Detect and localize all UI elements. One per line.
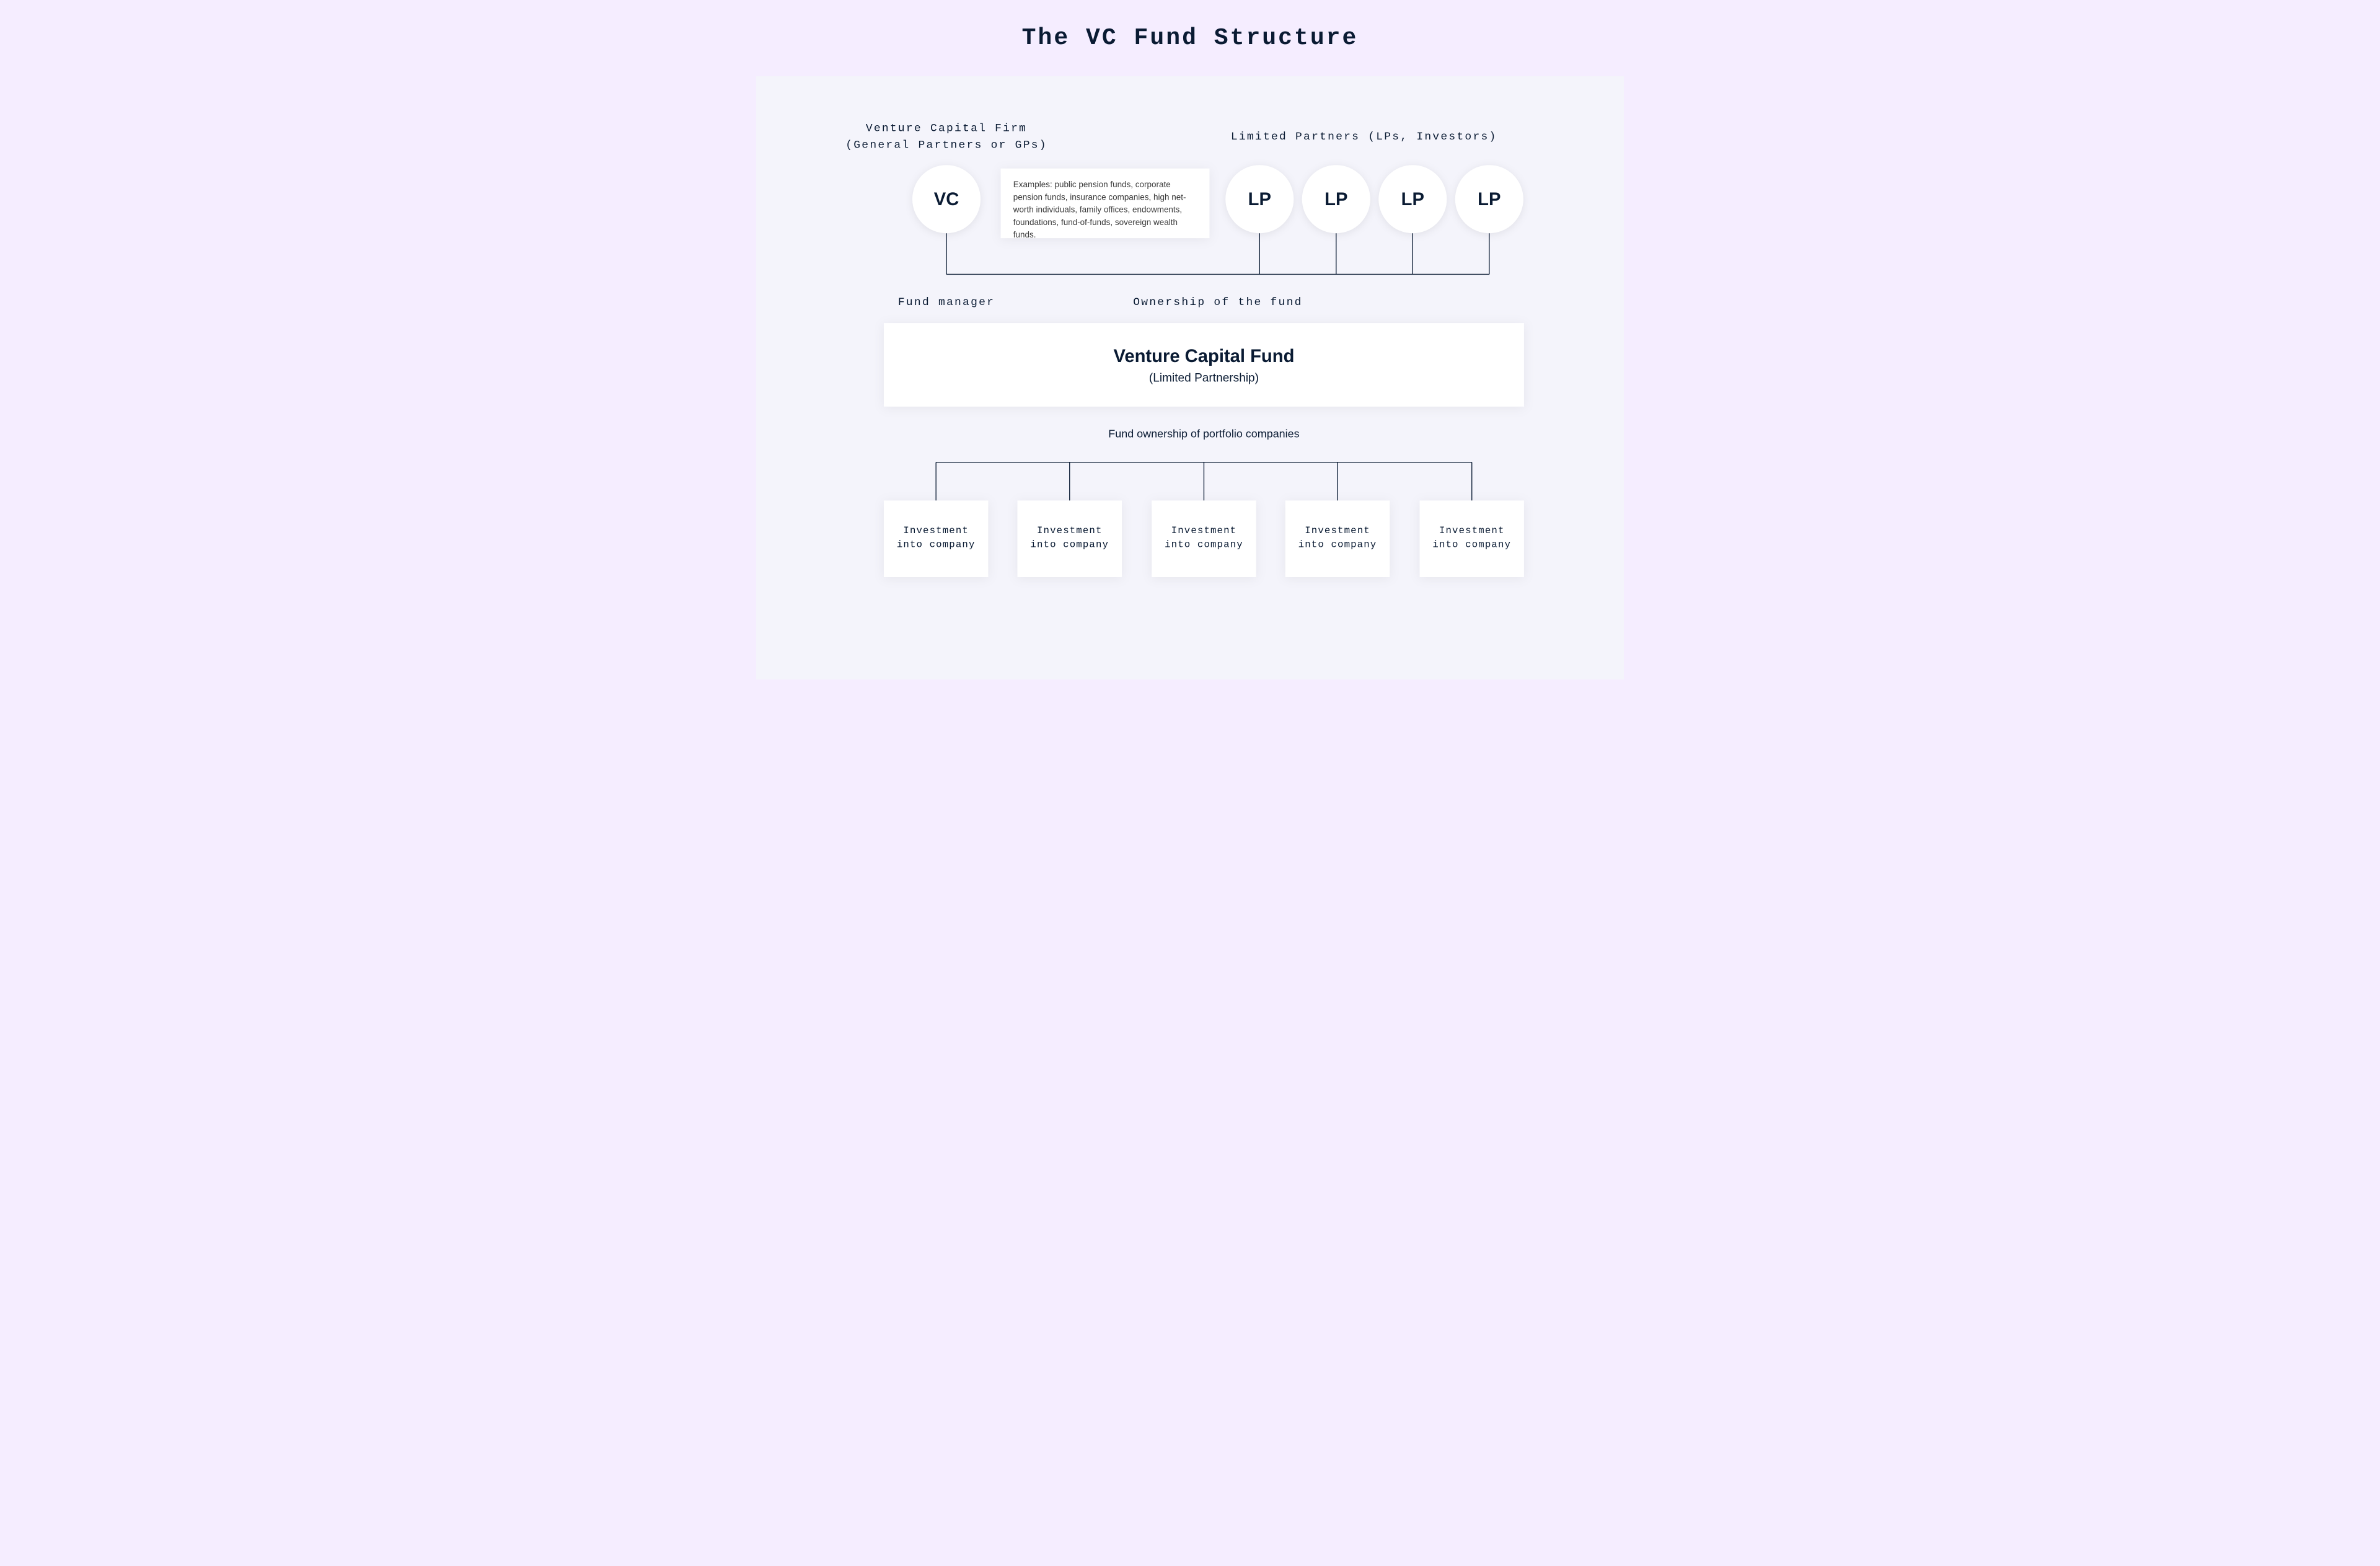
investment-line1: Investment bbox=[903, 525, 969, 539]
fund-title: Venture Capital Fund bbox=[1113, 345, 1294, 366]
investment-line2: into company bbox=[897, 539, 976, 552]
investment-box: Investment into company bbox=[1420, 500, 1524, 577]
gp-header-line2: (General Partners or GPs) bbox=[845, 139, 1047, 151]
investment-line2: into company bbox=[1030, 539, 1109, 552]
investment-line1: Investment bbox=[1439, 525, 1505, 539]
vc-fund-structure-diagram: Venture Capital Firm (General Partners or… bbox=[793, 107, 1587, 636]
investment-box: Investment into company bbox=[1018, 500, 1122, 577]
vc-node: VC bbox=[912, 165, 981, 233]
investment-box: Investment into company bbox=[1285, 500, 1390, 577]
lp-node-label: LP bbox=[1478, 190, 1501, 210]
investment-line2: into company bbox=[1165, 539, 1243, 552]
fund-manager-label: Fund manager bbox=[898, 296, 995, 309]
lp-node: LP bbox=[1455, 165, 1523, 233]
lp-node: LP bbox=[1378, 165, 1447, 233]
investment-line2: into company bbox=[1298, 539, 1377, 552]
fund-subtitle: (Limited Partnership) bbox=[1149, 371, 1259, 384]
fund-box: Venture Capital Fund (Limited Partnershi… bbox=[884, 323, 1524, 407]
lp-node-label: LP bbox=[1324, 190, 1347, 210]
lp-examples-box: Examples: public pension funds, corporat… bbox=[1001, 169, 1210, 238]
page-title: The VC Fund Structure bbox=[756, 25, 1624, 51]
lp-header: Limited Partners (LPs, Investors) bbox=[1231, 131, 1497, 143]
investment-line1: Investment bbox=[1305, 525, 1370, 539]
investment-line1: Investment bbox=[1171, 525, 1237, 539]
vc-node-label: VC bbox=[934, 190, 959, 210]
portfolio-ownership-label: Fund ownership of portfolio companies bbox=[1108, 427, 1299, 440]
investment-box: Investment into company bbox=[1152, 500, 1256, 577]
investment-box: Investment into company bbox=[884, 500, 988, 577]
gp-header-line1: Venture Capital Firm bbox=[866, 122, 1027, 135]
lp-node-label: LP bbox=[1401, 190, 1424, 210]
lp-node-label: LP bbox=[1248, 190, 1271, 210]
investment-line2: into company bbox=[1432, 539, 1511, 552]
ownership-label: Ownership of the fund bbox=[1133, 296, 1302, 309]
investment-line1: Investment bbox=[1037, 525, 1103, 539]
diagram-card: Venture Capital Firm (General Partners or… bbox=[756, 76, 1624, 679]
lp-node: LP bbox=[1302, 165, 1370, 233]
lp-node: LP bbox=[1225, 165, 1294, 233]
diagram-svg-wrapper: Venture Capital Firm (General Partners or… bbox=[793, 107, 1587, 636]
page-container: The VC Fund Structure Venture Capital Fi… bbox=[756, 25, 1624, 679]
